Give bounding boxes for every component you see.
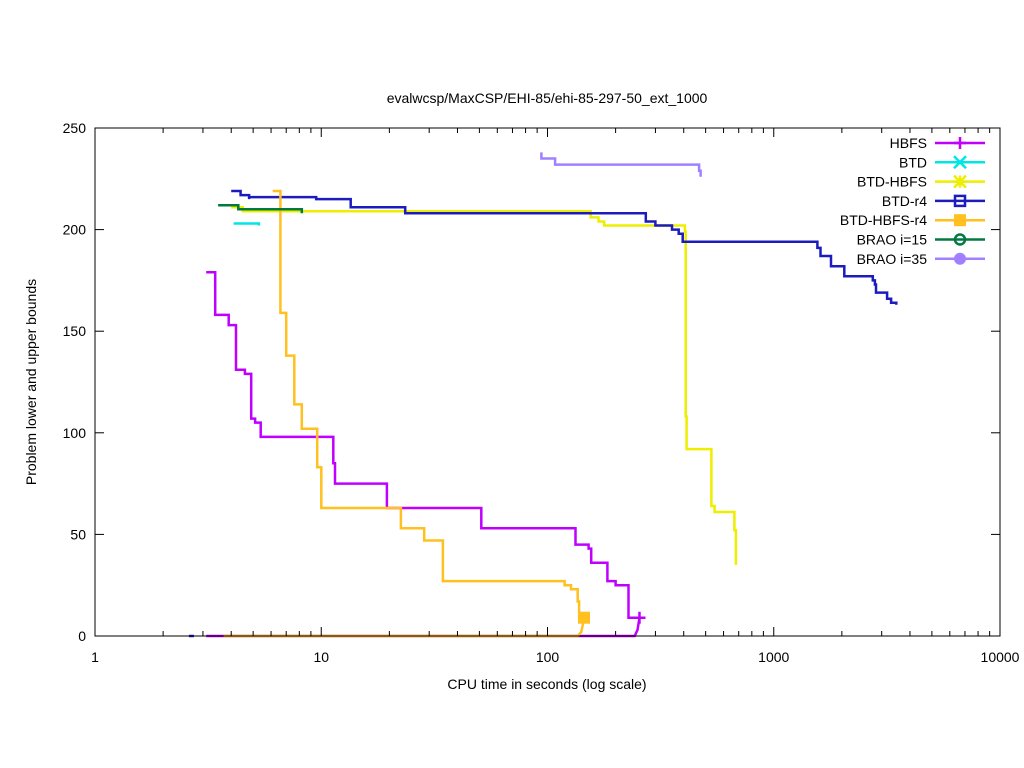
legend-label: BRAO i=15 xyxy=(857,232,928,248)
legend-label: BRAO i=35 xyxy=(857,251,928,267)
y-tick-label: 0 xyxy=(78,628,86,644)
y-tick-label: 200 xyxy=(63,222,87,238)
legend-label: HBFS xyxy=(890,135,927,151)
legend-item-hbfs: HBFS xyxy=(890,135,985,151)
series-brao-i-15 xyxy=(218,203,304,214)
legend-item-brao-i-35: BRAO i=35 xyxy=(857,251,985,267)
legend-item-btd: BTD xyxy=(899,154,985,170)
y-tick-label: 50 xyxy=(70,526,86,542)
brao-i-15-upper-bound-line xyxy=(218,203,304,214)
y-tick-label: 100 xyxy=(63,425,87,441)
x-tick-label: 10 xyxy=(313,649,329,665)
btd-upper-bound-line xyxy=(233,222,261,226)
x-tick-label: 1000 xyxy=(758,649,789,665)
legend-marker xyxy=(953,174,967,189)
legend-marker xyxy=(953,194,967,208)
series-layer xyxy=(188,152,898,638)
legend-item-btd-hbfs: BTD-HBFS xyxy=(857,174,985,190)
x-tick-label: 100 xyxy=(536,649,560,665)
x-tick-label: 1 xyxy=(91,649,99,665)
btd-hbfs-r4-lower-bound-line xyxy=(223,617,586,638)
legend-marker xyxy=(954,252,966,265)
legend-label: BTD-HBFS-r4 xyxy=(840,212,927,228)
legend-item-btd-r4: BTD-r4 xyxy=(882,193,985,209)
series-brao-i-35 xyxy=(540,152,702,177)
y-axis-label: Problem lower and upper bounds xyxy=(23,279,39,485)
btd-hbfs-r4-marker xyxy=(578,611,591,624)
legend-item-brao-i-15: BRAO i=15 xyxy=(857,232,985,248)
legend-marker xyxy=(954,137,966,149)
hbfs-upper-bound-line xyxy=(206,271,640,619)
legend: HBFS BTD BTD-HBFS BTD-r4 BTD-HBFS-r4 BRAO i=1… xyxy=(840,135,985,267)
ticks-layer: 0 50 100 150 200 250 1 10 100 1000 10000 xyxy=(63,120,1020,665)
btd-hbfs-r4-upper-bound-line xyxy=(272,189,584,619)
x-tick-label: 10000 xyxy=(981,649,1020,665)
legend-label: BTD-r4 xyxy=(882,193,927,209)
y-tick-label: 150 xyxy=(63,323,87,339)
brao-i-35-upper-bound-line xyxy=(540,152,702,177)
series-btd-r4 xyxy=(188,189,898,638)
btd-hbfs-upper-bound-line xyxy=(231,205,738,565)
series-btd-hbfs-r4 xyxy=(223,189,591,638)
hbfs-marker xyxy=(633,611,646,624)
y-tick-label: 250 xyxy=(63,120,87,136)
btd-r4-upper-bound-line xyxy=(231,189,898,305)
chart-title: evalwcsp/MaxCSP/EHI-85/ehi-85-297-50_ext… xyxy=(387,90,708,106)
series-hbfs xyxy=(206,271,646,638)
legend-marker xyxy=(954,214,966,227)
series-btd xyxy=(233,222,261,226)
legend-marker xyxy=(953,233,967,246)
series-btd-hbfs xyxy=(231,205,738,565)
legend-marker xyxy=(953,155,967,170)
legend-item-btd-hbfs-r4: BTD-HBFS-r4 xyxy=(840,212,985,228)
legend-label: BTD xyxy=(899,154,927,170)
x-axis-label: CPU time in seconds (log scale) xyxy=(447,676,646,692)
legend-label: BTD-HBFS xyxy=(857,174,927,190)
